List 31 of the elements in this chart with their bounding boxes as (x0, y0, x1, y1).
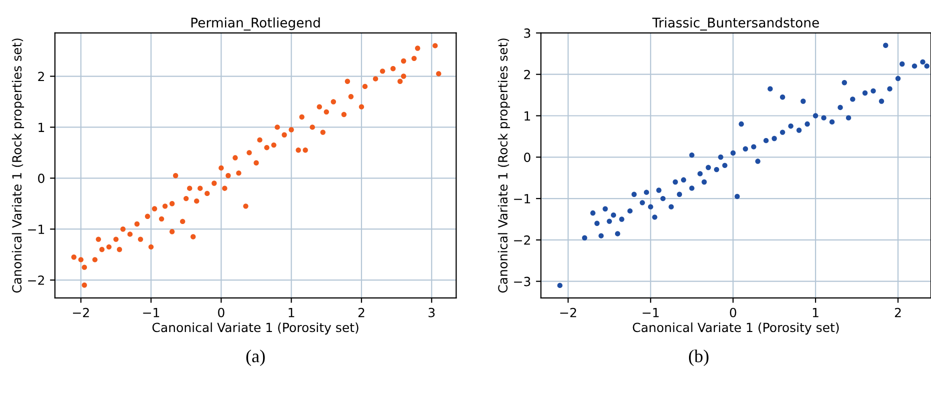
y-tick-label: 1 (38, 122, 44, 132)
x-tick-label: 0 (218, 308, 224, 318)
x-axis-title: Canonical Variate 1 (Porosity set) (152, 322, 358, 335)
y-tick-label: 2 (524, 70, 530, 80)
y-tick-label: −3 (514, 276, 530, 286)
y-axis-title: Canonical Variate 1 (Rock properties set) (12, 38, 24, 293)
x-tick-label: −1 (642, 308, 659, 318)
y-tick-label: −2 (514, 235, 530, 245)
y-tick-label: −2 (28, 276, 44, 285)
y-tick-label: 3 (524, 28, 530, 38)
chart-title: Permian_Rotliegend (191, 17, 320, 31)
x-tick-label: 0 (730, 308, 736, 318)
y-tick-label: 1 (524, 111, 530, 120)
x-axis-title: Canonical Variate 1 (Porosity set) (632, 322, 839, 335)
y-tick-label: 0 (38, 174, 44, 184)
y-tick-label: −1 (514, 194, 530, 204)
y-tick-label: 2 (38, 72, 44, 82)
x-tick-label: 1 (288, 308, 294, 318)
chart-title: Triassic_Buntersandstone (652, 17, 819, 31)
x-tick-label: −1 (143, 308, 160, 318)
text: (a) (246, 350, 265, 366)
text: (b) (688, 350, 708, 366)
x-tick-label: 3 (428, 308, 435, 318)
x-tick-label: −2 (560, 308, 576, 318)
x-tick-label: −2 (72, 308, 89, 318)
y-tick-label: −1 (28, 224, 44, 234)
y-axis-title: Canonical Variate 1 (Rock properties set) (498, 38, 510, 293)
x-tick-label: 2 (894, 308, 901, 318)
x-tick-label: 2 (358, 308, 364, 318)
x-tick-label: 1 (812, 308, 818, 318)
y-tick-label: 0 (524, 152, 530, 162)
